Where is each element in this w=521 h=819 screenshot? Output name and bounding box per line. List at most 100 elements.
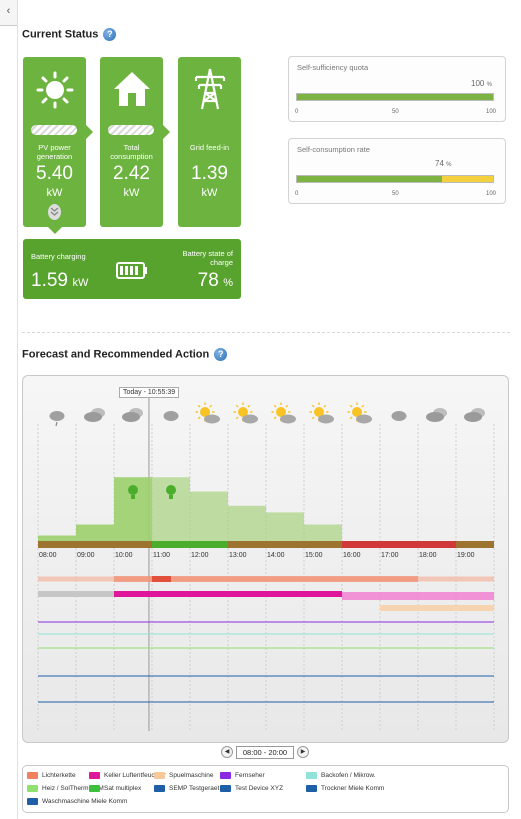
pv-forecast-bar: [76, 524, 114, 541]
previous-range-button[interactable]: ◀: [221, 746, 233, 758]
grid-value: 1.39: [191, 163, 228, 184]
pv-forecast-bar: [38, 535, 76, 541]
lightbulb-base: [131, 495, 135, 499]
hour-status-segment: [76, 541, 114, 548]
hour-label: 17:00: [381, 552, 399, 559]
sun-ray: [197, 404, 201, 408]
legend-item: SEMP Testgeraet: [154, 785, 219, 792]
hour-status-segment: [456, 541, 494, 548]
sun-ray: [273, 416, 277, 420]
hour-status-segment: [380, 541, 418, 548]
sun-ray: [285, 404, 289, 408]
hour-label: 14:00: [267, 552, 285, 559]
partly-sunny-icon: [276, 407, 286, 417]
self-consumption-bar-remainder: [442, 176, 493, 182]
legend-swatch: [306, 785, 317, 792]
legend-label: Trockner Miele Komm: [321, 785, 385, 793]
pv-flow-indicator: [31, 125, 77, 135]
legend-item: Backofen / Mikrow.: [306, 772, 376, 779]
hour-label: 13:00: [229, 552, 247, 559]
hour-status-segment: [418, 541, 456, 548]
legend-item: Lichterkette: [27, 772, 76, 779]
sun-ray: [197, 416, 201, 420]
pv-forecast-bar: [266, 512, 304, 541]
hour-status-segment: [114, 541, 152, 548]
legend-swatch: [27, 798, 38, 805]
forecast-help-icon[interactable]: ?: [214, 348, 228, 361]
legend-item: Test Device XYZ: [220, 785, 283, 792]
legend-swatch: [306, 772, 317, 779]
total-consumption-tile: Total consumption 2.42 kW: [100, 57, 163, 227]
legend-swatch: [220, 772, 231, 779]
hour-status-segment: [228, 541, 266, 548]
grid-label: Grid feed-in: [189, 143, 230, 152]
forecast-title-text: Forecast and Recommended Action: [22, 348, 210, 361]
lightbulb-base: [169, 495, 173, 499]
forecast-range-label: 08:00 - 20:00: [236, 746, 294, 759]
legend-item: Heiz / SolTherm / EM: [27, 785, 104, 792]
self-consumption-panel: Self-consumption rate 74 % 0 50 100: [288, 138, 506, 204]
legend-swatch: [154, 785, 165, 792]
consumption-value: 2.42: [113, 163, 150, 184]
sun-ray: [361, 404, 365, 408]
sun-ray: [235, 416, 239, 420]
hour-status-segment: [38, 541, 76, 548]
lightbulb-icon: [128, 485, 138, 495]
rain-icon: [49, 411, 65, 421]
cloud-shape: [242, 414, 258, 424]
rain-drop: [55, 421, 58, 427]
legend-swatch: [89, 785, 100, 792]
self-consumption-tick-0: 0: [295, 191, 299, 197]
battery-soc-value: 78: [197, 270, 219, 291]
cloud-shape: [84, 412, 102, 422]
pv-forecast-bar: [190, 491, 228, 541]
consumption-flow-indicator: [108, 125, 154, 135]
partly-sunny-icon: [352, 407, 362, 417]
next-range-button[interactable]: ▶: [297, 746, 309, 758]
section-divider: [22, 332, 510, 333]
self-sufficiency-tick-50: 50: [392, 109, 399, 115]
self-sufficiency-panel: Self-sufficiency quota 100 % 0 50 100: [288, 56, 506, 122]
cloud-shape: [464, 412, 482, 422]
cloud-shape: [204, 414, 220, 424]
sun-ray: [349, 416, 353, 420]
legend-label: Sat multiplex: [104, 785, 142, 793]
hour-status-segment: [266, 541, 304, 548]
pv-generation-tile: PV power generation 5.40 kW: [23, 57, 86, 227]
sun-icon: [36, 71, 74, 109]
consumption-to-grid-arrow: [163, 125, 170, 139]
legend-label: SEMP Testgeraet: [169, 785, 220, 793]
pv-forecast-bar: [304, 524, 342, 541]
legend-item: Fernseher: [220, 772, 265, 779]
collapse-sidebar-button[interactable]: ‹: [0, 0, 18, 26]
hour-label: 16:00: [343, 552, 361, 559]
cloud-shape: [318, 414, 334, 424]
cloud-icon: [163, 411, 179, 421]
consumption-label-line2: consumption: [110, 152, 153, 161]
sun-ray: [209, 404, 213, 408]
down-chevron-icon: [48, 204, 61, 220]
self-consumption-unit: %: [446, 162, 452, 168]
self-consumption-readout: 74 %: [435, 159, 451, 168]
legend-label: Test Device XYZ: [235, 785, 284, 793]
pv-to-consumption-arrow: [86, 125, 93, 139]
consumption-unit: kW: [123, 187, 140, 199]
forecast-chart-canvas: 08:00 09:00 10:00 11:00 12:00 13:00 14:00 15:00…: [37, 398, 495, 731]
self-consumption-tick-100: 100: [486, 191, 497, 197]
partly-sunny-icon: [238, 407, 248, 417]
self-consumption-bar-fill: [297, 176, 443, 182]
legend-label: Waschmaschine Miele Komm: [42, 798, 128, 806]
hour-label: 11:00: [153, 552, 170, 559]
legend-label: Lichterkette: [42, 772, 76, 780]
battery-tile: Battery charging 1.59 kW Battery state o…: [23, 239, 241, 299]
hour-status-segment: [152, 541, 190, 548]
current-status-help-icon[interactable]: ?: [103, 28, 117, 41]
sun-ray: [311, 404, 315, 408]
forecast-title: Forecast and Recommended Action?: [22, 348, 228, 361]
battery-charging-unit: kW: [72, 277, 89, 289]
legend-label: Fernseher: [235, 772, 265, 780]
consumption-label-line1: Total: [123, 143, 140, 152]
legend-label: Heiz / SolTherm / EM: [42, 785, 104, 793]
battery-soc-unit: %: [223, 277, 233, 289]
hour-label: 19:00: [457, 552, 475, 559]
